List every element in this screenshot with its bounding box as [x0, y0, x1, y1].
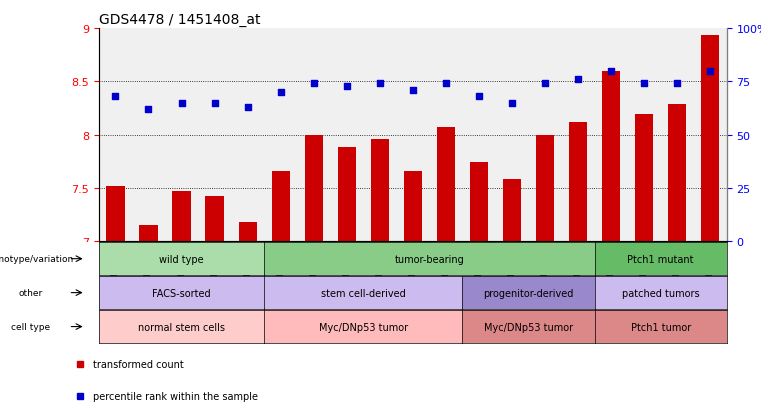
Point — [638, 81, 650, 88]
Point — [176, 100, 188, 107]
Bar — [668, 104, 686, 242]
Bar — [205, 197, 224, 242]
Point — [572, 77, 584, 83]
Point — [341, 83, 353, 90]
Point — [440, 81, 452, 88]
Point — [241, 104, 253, 111]
Text: Myc/DNp53 tumor: Myc/DNp53 tumor — [484, 322, 573, 332]
Bar — [272, 171, 290, 242]
Text: progenitor-derived: progenitor-derived — [483, 288, 574, 298]
Bar — [338, 148, 356, 242]
Bar — [371, 140, 389, 242]
Bar — [173, 192, 190, 242]
Point — [605, 68, 617, 75]
Text: transformed count: transformed count — [93, 358, 183, 369]
Text: normal stem cells: normal stem cells — [138, 322, 225, 332]
Bar — [470, 163, 488, 242]
Text: genotype/variation: genotype/variation — [0, 254, 74, 263]
Bar — [404, 171, 422, 242]
Text: other: other — [18, 288, 43, 297]
Bar — [437, 128, 455, 242]
Point — [539, 81, 551, 88]
Text: Myc/DNp53 tumor: Myc/DNp53 tumor — [319, 322, 408, 332]
Bar — [536, 135, 554, 242]
Point — [110, 94, 122, 100]
Point — [704, 68, 716, 75]
Text: wild type: wild type — [159, 254, 204, 264]
Bar — [635, 115, 653, 242]
Text: Ptch1 mutant: Ptch1 mutant — [627, 254, 694, 264]
Bar — [107, 186, 125, 242]
Bar — [139, 225, 158, 242]
Text: FACS-sorted: FACS-sorted — [152, 288, 211, 298]
Text: cell type: cell type — [11, 322, 50, 331]
Bar — [503, 180, 521, 242]
Point — [671, 81, 683, 88]
Text: stem cell-derived: stem cell-derived — [321, 288, 406, 298]
Point — [473, 94, 485, 100]
Point — [374, 81, 386, 88]
Point — [209, 100, 221, 107]
Text: percentile rank within the sample: percentile rank within the sample — [93, 392, 258, 401]
Text: Ptch1 tumor: Ptch1 tumor — [631, 322, 691, 332]
Text: tumor-bearing: tumor-bearing — [394, 254, 464, 264]
Text: patched tumors: patched tumors — [622, 288, 699, 298]
Bar — [569, 123, 587, 242]
Point — [275, 89, 287, 96]
Point — [506, 100, 518, 107]
Bar — [238, 223, 256, 242]
Point — [406, 87, 419, 94]
Point — [307, 81, 320, 88]
Bar — [701, 36, 719, 242]
Point — [142, 107, 154, 113]
Bar — [304, 135, 323, 242]
Text: GDS4478 / 1451408_at: GDS4478 / 1451408_at — [99, 12, 260, 26]
Bar — [602, 71, 620, 242]
